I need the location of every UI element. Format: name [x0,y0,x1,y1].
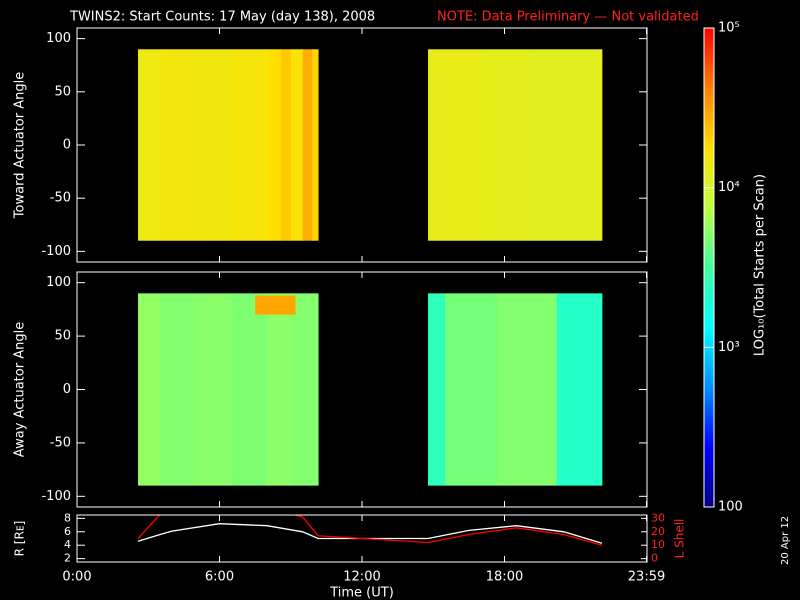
heatmap-strip [302,49,313,241]
heatmap-strip [267,293,292,486]
colorbar-label: LOG₁₀(Total Starts per Scan) [753,174,768,356]
heatmap-strip [528,49,603,241]
y-tick-label: 50 [54,84,71,99]
y-tick-label: 0 [63,138,71,153]
heatmap-strip [138,293,161,486]
heatmap-strip [231,293,268,486]
heatmap-strip [267,49,282,241]
y-tick-label: -50 [50,435,71,450]
heatmap-strip [290,293,319,486]
x-axis-label: Time (UT) [329,586,394,600]
heatmap-strip [160,49,197,241]
date-stamp: 20 Apr 12 [780,516,791,565]
panel: Toward Actuator Angle -100 -50 0 50 100 [13,27,648,263]
y-tick-label: -100 [41,244,71,259]
y-tick-label: 2 [64,552,71,565]
heatmap-patch [255,295,296,315]
heatmap-strip [497,293,558,486]
heatmap-strip [445,293,498,486]
heatmap-strip [428,293,446,486]
y2-axis-label: L Shell [673,519,687,559]
x-tick-label: 6:00 [205,570,234,585]
series-line [137,515,603,546]
y-tick-label: 4 [64,538,71,551]
heatmap-strip [195,49,232,241]
colorbar [703,27,715,508]
y2-tick-label: 10 [651,538,665,551]
y-axis-label: R [Rᴇ] [13,521,27,557]
y-tick-label: 0 [63,382,71,397]
y-tick-label: -50 [50,191,71,206]
heatmap-strip [281,49,292,241]
y-axis-label: Toward Actuator Angle [13,72,28,219]
y-tick-label: 100 [46,275,71,290]
heatmap-strip [231,49,268,241]
y-tick-label: 50 [54,329,71,344]
lines [137,515,603,546]
y-tick-label: 8 [64,511,71,524]
y2-tick-label: 0 [651,552,658,565]
x-tick-label: 12:00 [343,570,380,585]
heatmap-strip [480,49,529,241]
y-axis-label: Away Actuator Angle [13,322,28,457]
series-line [137,523,603,544]
y-tick-label: -100 [41,489,71,504]
heatmap-strip [160,293,197,486]
colorbar-tick-label: 100 [718,500,743,515]
y-tick-label: 6 [64,525,71,538]
colorbar-tick-label: 10³ [718,340,740,355]
chart-title: TWINS2: Start Counts: 17 May (day 138), … [69,10,375,25]
note: NOTE: Data Preliminary — Not validated [437,10,699,25]
y-tick-label: 100 [46,31,71,46]
panel: Away Actuator Angle -100 -50 0 50 100 [13,271,648,508]
colorbar-tick-label: 10⁴ [718,180,740,195]
y2-tick-label: 20 [651,525,665,538]
x-tick-label: 23:59 [628,570,665,585]
heatmap-strip [138,49,161,241]
heatmap-strip [556,293,603,486]
heatmap-strip [195,293,232,486]
x-tick-label: 0:00 [62,570,91,585]
heatmap-strip [312,49,319,241]
x-tick-label: 18:00 [486,570,523,585]
colorbar-tick-label: 10⁵ [718,21,740,36]
y2-tick-label: 30 [651,511,665,524]
heatmap-strip [428,49,482,241]
heatmap-strip [290,49,304,241]
